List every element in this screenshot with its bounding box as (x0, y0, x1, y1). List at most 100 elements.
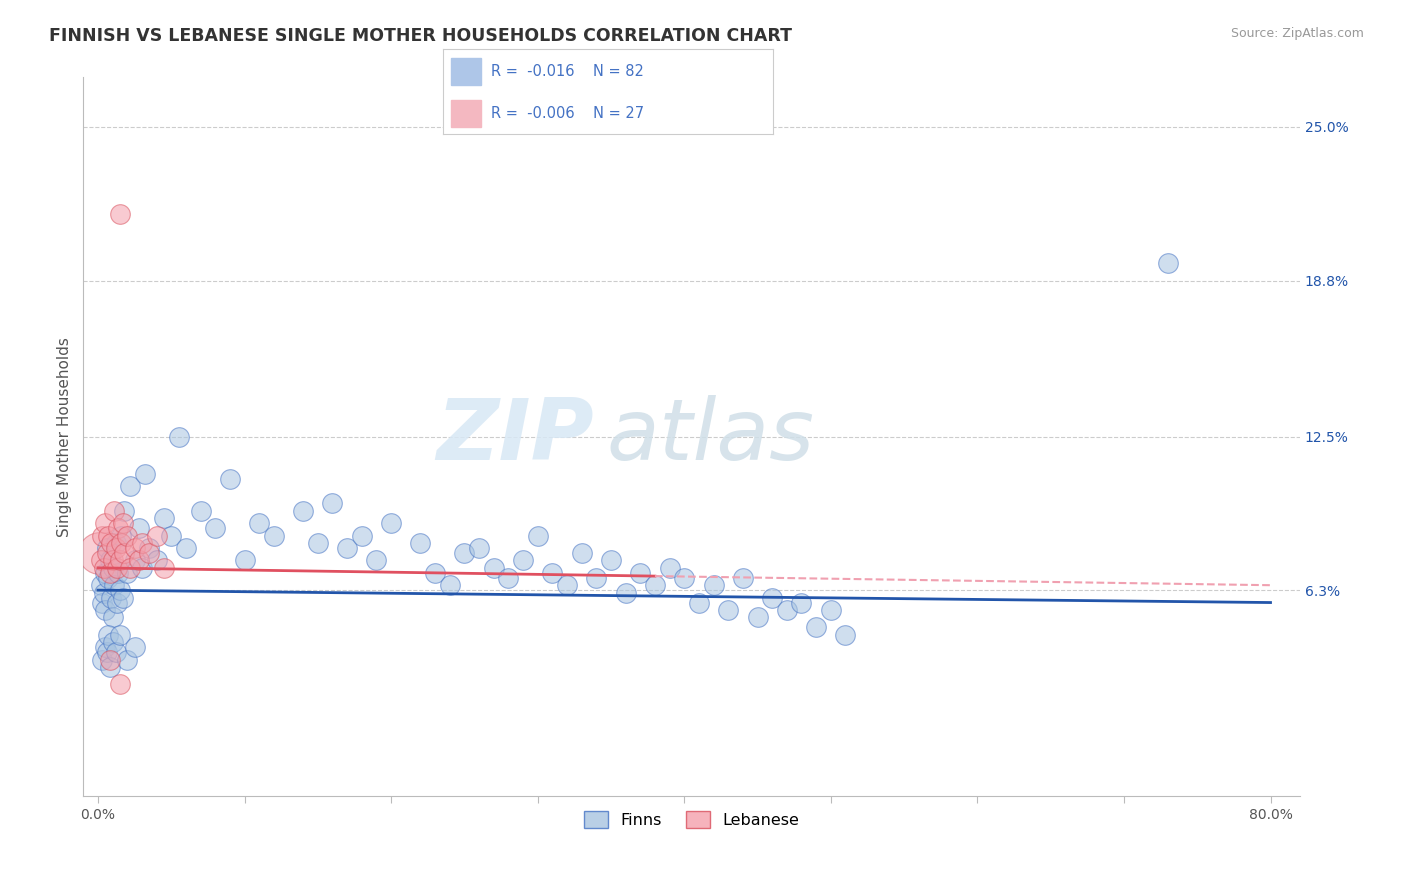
Point (614, 585, 637, 599)
Point (717, 603, 740, 617)
Point (91, 652, 114, 666)
Point (124, 640, 146, 654)
Point (90, 578, 112, 592)
Point (218, 472, 240, 486)
Point (110, 529, 132, 543)
Point (101, 553, 124, 567)
Point (105, 561, 128, 575)
Point (134, 467, 156, 481)
Point (468, 541, 491, 555)
Point (703, 578, 725, 592)
Point (439, 578, 461, 592)
Point (350, 529, 373, 543)
Point (120, 479, 142, 493)
Point (97, 571, 120, 585)
Point (673, 571, 696, 585)
Point (111, 591, 134, 605)
Point (776, 603, 799, 617)
Point (263, 529, 285, 543)
Point (526, 529, 548, 543)
Point (93, 561, 115, 575)
Point (110, 536, 132, 550)
Point (100, 536, 122, 550)
Point (101, 635, 124, 649)
FancyBboxPatch shape (451, 58, 481, 86)
Point (101, 610, 124, 624)
Point (292, 504, 315, 518)
FancyBboxPatch shape (451, 100, 481, 127)
Point (108, 628, 131, 642)
Point (190, 504, 212, 518)
Point (790, 595, 813, 609)
Point (482, 561, 505, 575)
Point (307, 536, 329, 550)
Point (108, 677, 131, 691)
Text: ZIP: ZIP (437, 395, 595, 478)
Point (153, 511, 176, 525)
Point (91, 595, 114, 609)
Point (804, 620, 827, 634)
Point (409, 536, 432, 550)
Point (174, 541, 197, 555)
Point (98, 553, 121, 567)
Point (498, 571, 520, 585)
Point (104, 645, 127, 659)
Point (321, 496, 343, 510)
Point (380, 516, 402, 531)
Point (423, 566, 446, 580)
Point (120, 561, 142, 575)
Point (453, 546, 475, 560)
Point (131, 561, 153, 575)
Point (94, 516, 117, 531)
Point (101, 561, 124, 575)
Point (658, 561, 681, 575)
Point (104, 536, 127, 550)
Point (555, 578, 578, 592)
Point (111, 516, 134, 531)
Point (96, 645, 118, 659)
Point (128, 553, 150, 567)
Point (160, 529, 183, 543)
Point (167, 429, 190, 443)
Point (94, 603, 117, 617)
Point (644, 578, 666, 592)
Point (153, 561, 176, 575)
Text: R =  -0.016    N = 82: R = -0.016 N = 82 (491, 64, 644, 79)
Point (98, 566, 121, 580)
Point (128, 521, 150, 535)
Point (834, 628, 856, 642)
Point (87, 546, 110, 560)
Point (124, 541, 146, 555)
Point (585, 571, 607, 585)
Point (98, 660, 121, 674)
Point (145, 529, 167, 543)
Point (124, 553, 146, 567)
Point (94, 566, 117, 580)
Point (94, 640, 117, 654)
Point (97, 529, 120, 543)
Point (93, 585, 115, 599)
Text: R =  -0.006    N = 27: R = -0.006 N = 27 (491, 106, 644, 121)
Point (233, 553, 256, 567)
Point (117, 529, 139, 543)
Point (112, 546, 135, 560)
Point (91, 529, 114, 543)
Point (131, 536, 153, 550)
Point (104, 541, 127, 555)
Point (336, 541, 359, 555)
Point (820, 603, 842, 617)
Point (107, 566, 129, 580)
Point (97, 628, 120, 642)
Point (145, 553, 167, 567)
Point (103, 504, 125, 518)
Point (1157, 256, 1180, 270)
Point (541, 566, 564, 580)
Point (747, 610, 769, 624)
Text: Source: ZipAtlas.com: Source: ZipAtlas.com (1230, 27, 1364, 40)
Point (108, 583, 131, 598)
Point (731, 571, 754, 585)
Point (90, 553, 112, 567)
Point (107, 521, 129, 535)
Point (512, 553, 534, 567)
Text: FINNISH VS LEBANESE SINGLE MOTHER HOUSEHOLDS CORRELATION CHART: FINNISH VS LEBANESE SINGLE MOTHER HOUSEH… (49, 27, 792, 45)
